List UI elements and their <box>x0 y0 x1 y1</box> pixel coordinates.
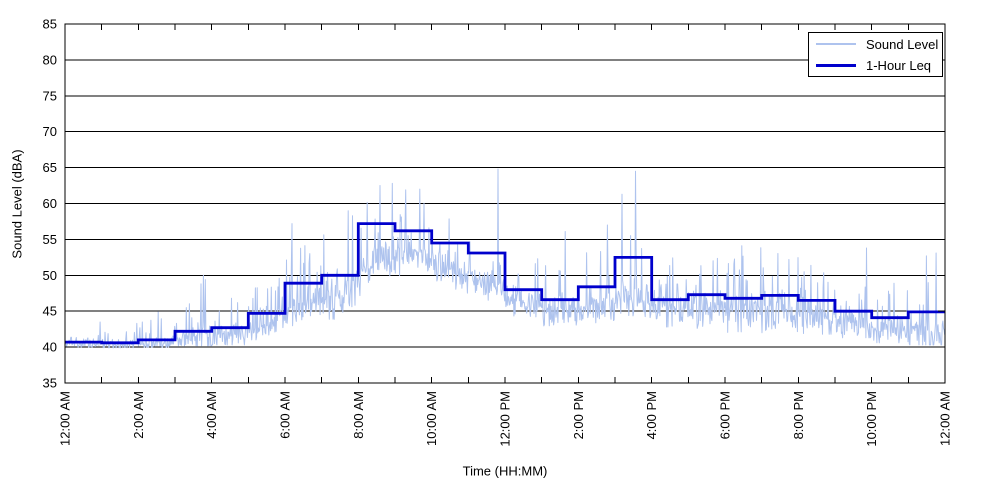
x-tick-label: 12:00 PM <box>498 391 513 447</box>
x-axis-title: Time (HH:MM) <box>462 463 548 479</box>
sound-level-line-sample <box>816 43 856 45</box>
x-tick-label: 6:00 AM <box>278 391 293 439</box>
y-tick-label: 35 <box>43 376 57 391</box>
x-tick-label: 10:00 PM <box>864 391 879 447</box>
legend-item-sound-level: Sound Level <box>809 36 942 53</box>
y-tick-label: 70 <box>43 124 57 139</box>
y-axis-title: Sound Level (dBA) <box>9 149 25 259</box>
y-tick-label: 85 <box>43 17 57 32</box>
x-tick-label: 4:00 AM <box>204 391 219 439</box>
y-tick-label: 60 <box>43 196 57 211</box>
leq-series <box>65 222 945 345</box>
y-tick-label: 80 <box>43 52 57 67</box>
y-tick-label: 45 <box>43 304 57 319</box>
x-tick-label: 4:00 PM <box>644 391 659 439</box>
y-tick-label: 50 <box>43 268 57 283</box>
y-tick-label: 75 <box>43 88 57 103</box>
x-tick-label: 2:00 PM <box>571 391 586 439</box>
legend-item-1-hour-leq: 1-Hour Leq <box>809 57 942 74</box>
y-tick-label: 40 <box>43 340 57 355</box>
x-tick-label: 12:00 AM <box>58 391 73 446</box>
legend-label-sound-level: Sound Level <box>866 36 939 52</box>
x-tick-label: 8:00 PM <box>791 391 806 439</box>
x-tick-label: 10:00 AM <box>424 391 439 446</box>
y-tick-label: 65 <box>43 160 57 175</box>
y-tick-label: 55 <box>43 232 57 247</box>
gridlines <box>65 59 945 348</box>
x-tick-label: 12:00 AM <box>938 391 953 446</box>
legend: Sound Level 1-Hour Leq <box>808 32 943 77</box>
sound-level-series <box>64 168 946 349</box>
axes <box>64 23 946 384</box>
leq-line-sample <box>816 63 856 67</box>
x-tick-label: 2:00 AM <box>131 391 146 439</box>
legend-label-1-hour-leq: 1-Hour Leq <box>866 57 932 73</box>
x-tick-label: 6:00 PM <box>718 391 733 439</box>
x-tick-label: 8:00 AM <box>351 391 366 439</box>
